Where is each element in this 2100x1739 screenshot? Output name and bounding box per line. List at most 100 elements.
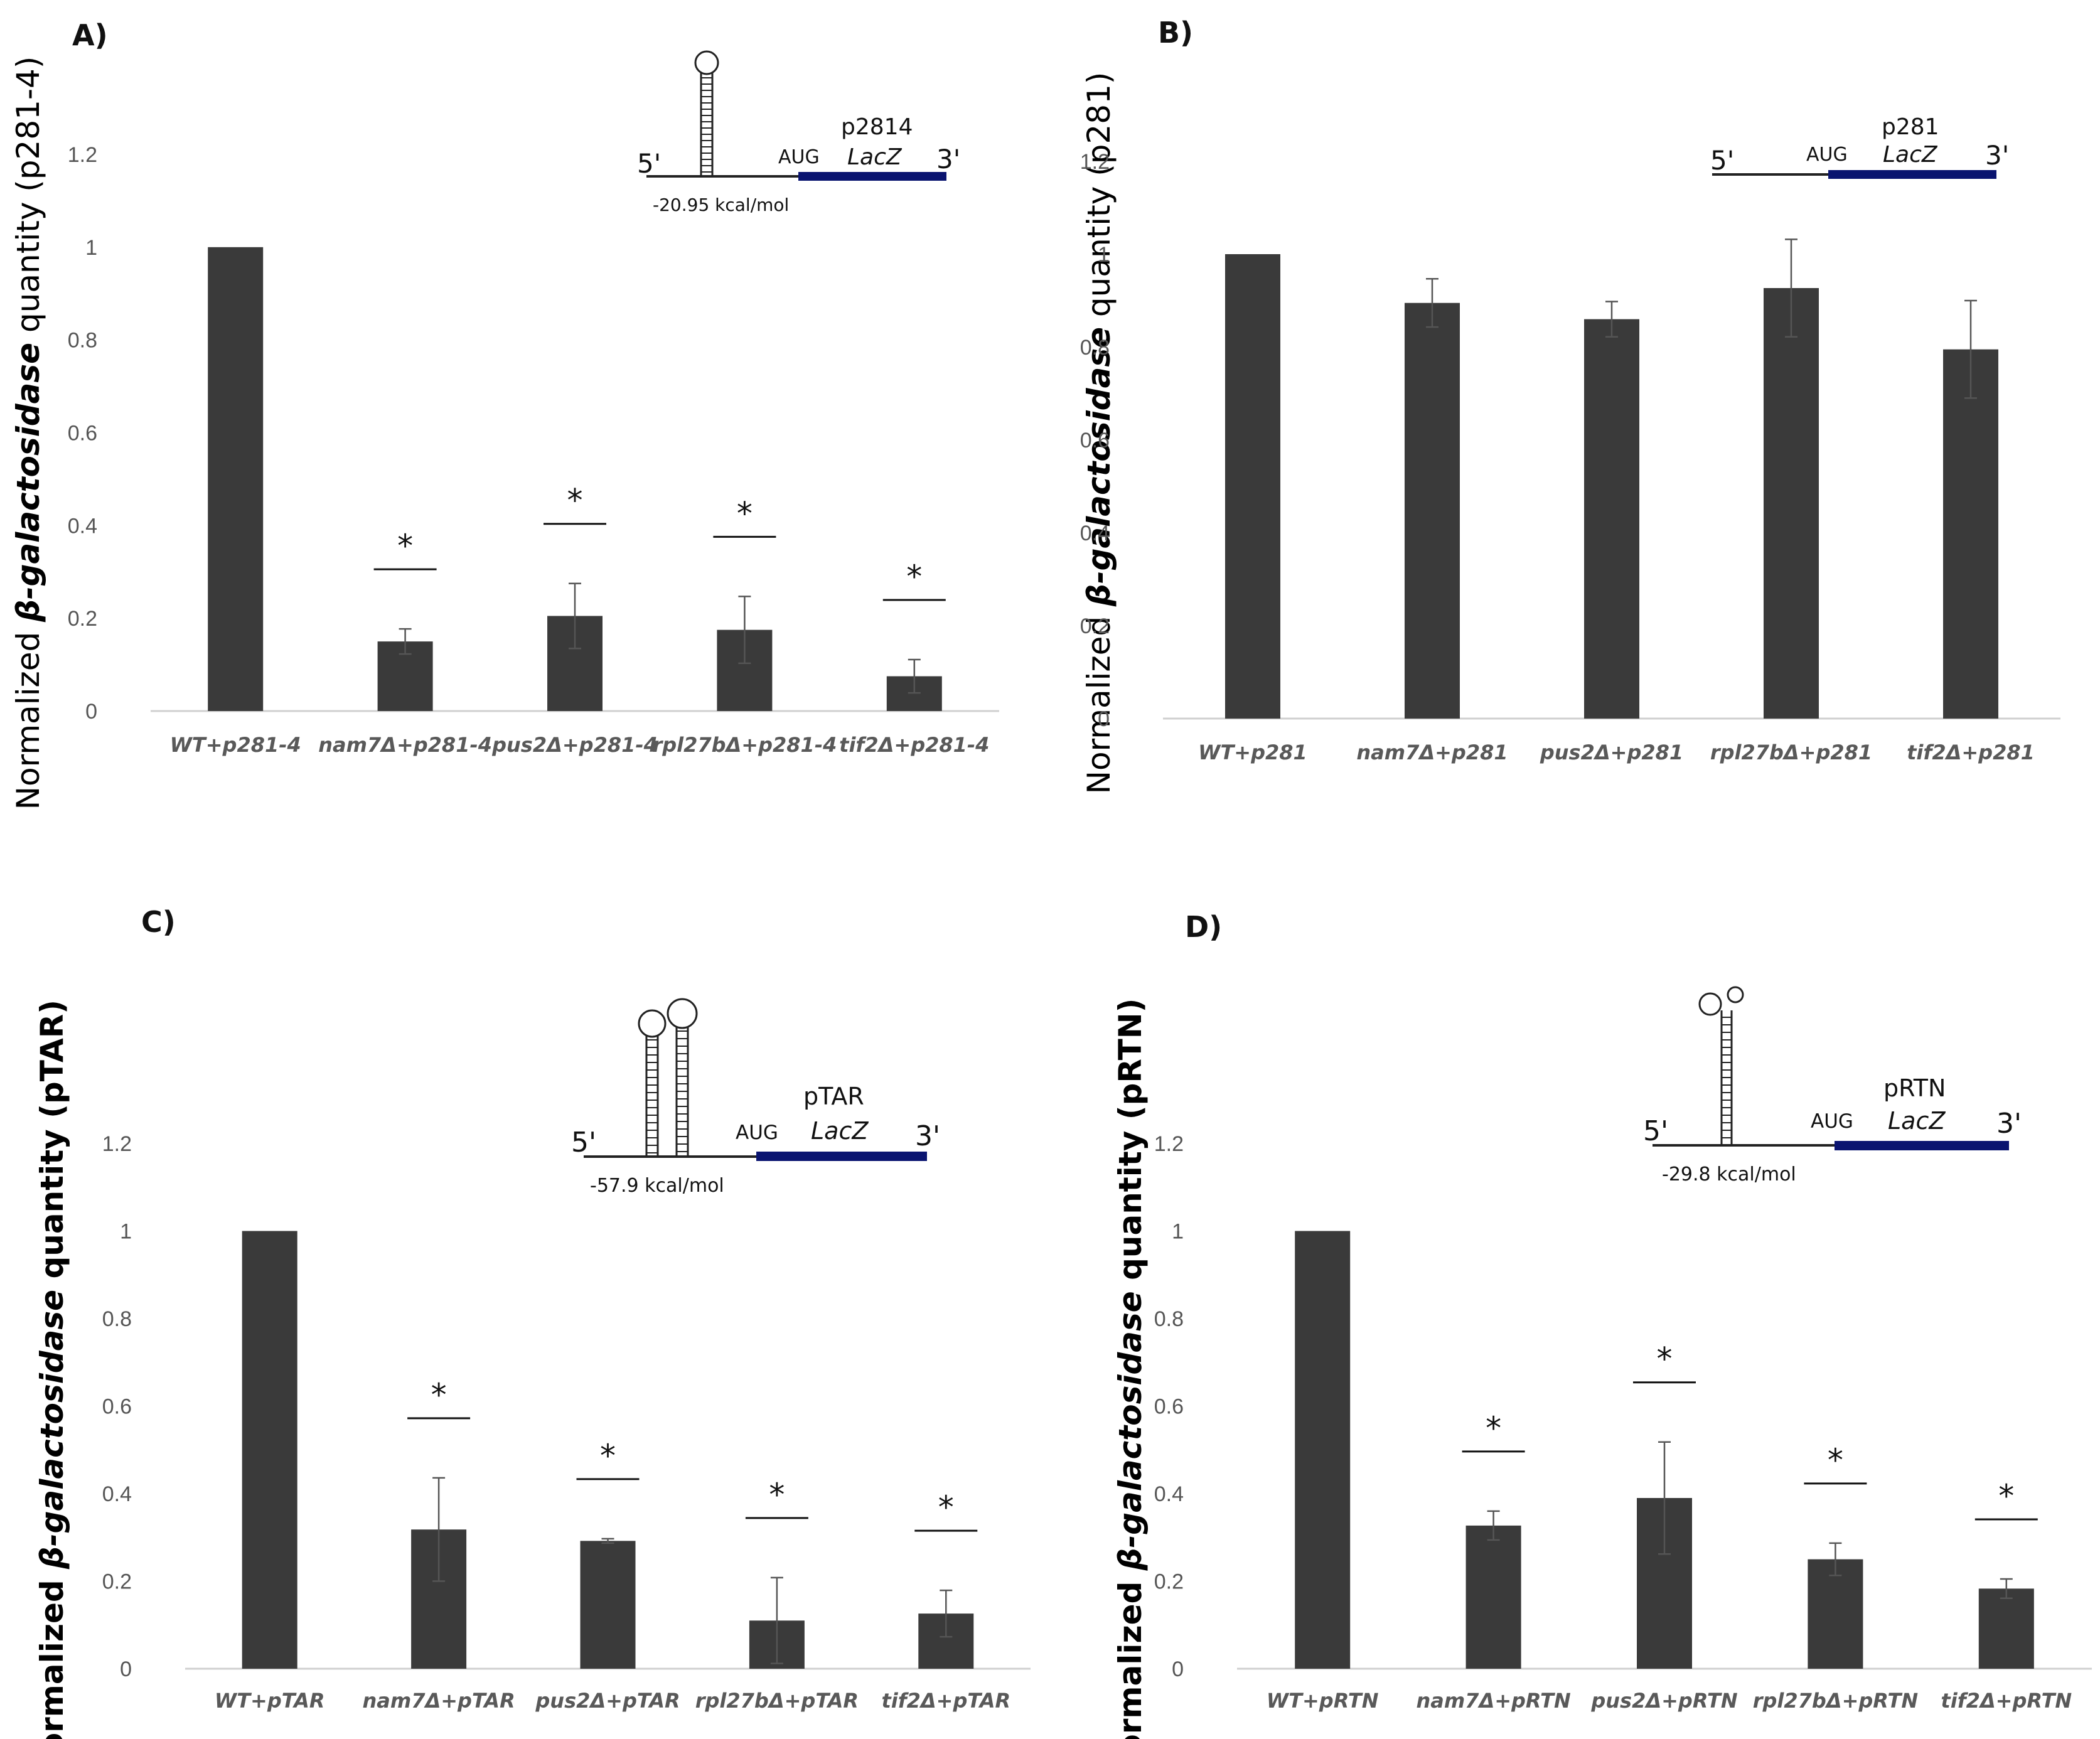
- y-tick-label: 0.8: [102, 1307, 132, 1331]
- category-labels: WT+p281 nam7Δ+p281 pus2Δ+p281 rpl27bΔ+p281 t…: [1198, 741, 2035, 764]
- lacz-bar: [756, 1152, 927, 1161]
- y-tick-label: 0.4: [102, 1482, 132, 1506]
- chart-panel-b: B) Normalized β-galactosidase quantity (…: [1050, 0, 2100, 869]
- bar: [1295, 1231, 1351, 1669]
- y-tick-label: 0.2: [68, 607, 97, 631]
- three-prime: 3': [1996, 1108, 2022, 1140]
- y-tick-label: 0.8: [1154, 1307, 1184, 1331]
- panel-label: D): [1185, 910, 1222, 944]
- bars: [1295, 1231, 2034, 1669]
- hairpin-loop: [694, 50, 719, 75]
- bars: [1225, 238, 1998, 719]
- category-label: rpl27bΔ+pRTN: [1753, 1689, 1919, 1713]
- y-tick-label: 0: [85, 700, 97, 724]
- panel-label: A): [72, 18, 108, 52]
- y-axis-title: Normalized β-galactosidase quantity (p28…: [10, 56, 46, 810]
- category-label: pus2Δ+pRTN: [1590, 1689, 1738, 1713]
- bar: [242, 1231, 297, 1669]
- category-label: tif2Δ+pRTN: [1941, 1689, 2072, 1713]
- category-label: nam7Δ+pTAR: [362, 1689, 515, 1713]
- y-tick-label: 0.6: [1154, 1395, 1184, 1419]
- y-tick-label: 0.8: [1080, 336, 1110, 360]
- category-label: nam7Δ+pRTN: [1416, 1689, 1571, 1713]
- y-tick-label: 0: [1098, 707, 1110, 731]
- construct-name: p2814: [841, 114, 913, 140]
- category-label: tif2Δ+p281-4: [839, 733, 989, 757]
- category-labels: WT+p281-4 nam7Δ+p281-4 pus2Δ+p281-4rpl27bΔ…: [170, 733, 990, 757]
- bar: [208, 247, 264, 711]
- construct-diagram: 5' AUG pTAR LacZ 3' -57.9 kcal/mol: [571, 998, 940, 1197]
- three-prime: 3': [936, 144, 960, 174]
- aug-label: AUG: [778, 146, 820, 168]
- significance-star: *: [1998, 1478, 2014, 1514]
- hairpin-stem: [700, 73, 714, 176]
- significance-marks: * * * *: [1462, 1341, 2038, 1521]
- five-prime: 5': [1643, 1115, 1668, 1147]
- category-label: WT+p281-4: [170, 733, 301, 757]
- panel-label: B): [1158, 16, 1193, 50]
- lacz-bar: [1828, 170, 1996, 179]
- bar: [1225, 254, 1280, 719]
- y-axis-title-group: Normalized β-galactosidase quantity (p28…: [1081, 72, 1117, 795]
- gene-label: LacZ: [811, 1117, 869, 1145]
- y-axis-title-group: Normalized β-galactosidase quantity (pRT…: [1112, 998, 1149, 1739]
- significance-marks: * * * *: [407, 1377, 978, 1532]
- free-energy: -57.9 kcal/mol: [590, 1175, 724, 1197]
- y-ticks: 0 0.2 0.4 0.6 0.8 1 1.2: [102, 1132, 1031, 1681]
- category-labels: WT+pTAR nam7Δ+pTAR pus2Δ+pTAR rpl27bΔ+pTAR t…: [215, 1689, 1010, 1713]
- aug-label: AUG: [1806, 144, 1848, 166]
- y-tick-label: 1: [1172, 1220, 1184, 1244]
- y-tick-label: 1.2: [68, 143, 97, 167]
- significance-star: *: [1657, 1341, 1673, 1378]
- category-label: WT+pTAR: [215, 1689, 325, 1713]
- category-label: rpl27bΔ+p281: [1710, 741, 1872, 764]
- y-tick-label: 0.4: [1154, 1482, 1184, 1506]
- significance-star: *: [906, 559, 922, 595]
- category-label: WT+pRTN: [1267, 1689, 1379, 1713]
- category-labels: WT+pRTN nam7Δ+pRTN pus2Δ+pRTN rpl27bΔ+pRTN t…: [1267, 1689, 2072, 1713]
- construct-name: p281: [1882, 114, 1939, 140]
- chart-panel-a: A) Normalized β-galactosidase quantity (…: [0, 0, 1050, 869]
- significance-star: *: [1486, 1410, 1501, 1447]
- significance-star: *: [938, 1489, 954, 1526]
- lacz-bar: [1835, 1141, 2009, 1150]
- y-ticks: 0 0.2 0.4 0.6 0.8 1 1.2: [68, 143, 999, 724]
- y-tick-label: 0.4: [68, 514, 97, 538]
- y-tick-label: 0.8: [68, 329, 97, 353]
- y-tick-label: 0.2: [1154, 1570, 1184, 1594]
- category-label: rpl27bΔ+p281-4: [652, 733, 837, 757]
- significance-marks: * * * *: [373, 483, 946, 601]
- y-tick-label: 0.2: [1080, 614, 1110, 638]
- y-tick-label: 1.2: [1154, 1132, 1184, 1156]
- y-axis-title: Normalized β-galactosidase quantity (pTA…: [34, 1000, 70, 1739]
- y-tick-label: 1.2: [1080, 150, 1110, 174]
- category-label: pus2Δ+pTAR: [535, 1689, 680, 1713]
- category-label: WT+p281: [1198, 741, 1307, 764]
- chart-d: D) Normalized β-galactosidase quantity (…: [1112, 910, 2092, 1739]
- three-prime: 3': [915, 1120, 940, 1152]
- significance-star: *: [431, 1377, 447, 1413]
- significance-star: *: [737, 495, 753, 532]
- five-prime: 5': [571, 1126, 596, 1158]
- chart-panel-d: D) Normalized β-galactosidase quantity (…: [1050, 869, 2100, 1739]
- free-energy: -29.8 kcal/mol: [1662, 1164, 1796, 1185]
- category-label: nam7Δ+p281-4: [318, 733, 492, 757]
- bar: [1943, 349, 1998, 719]
- hairpin-loop: [638, 1009, 667, 1038]
- significance-star: *: [769, 1477, 785, 1513]
- construct-diagram: 5' AUG p281 LacZ 3': [1710, 114, 2009, 179]
- y-tick-label: 0.4: [1080, 522, 1110, 545]
- hairpin-loop: [1727, 986, 1744, 1003]
- y-tick-label: 0.6: [102, 1395, 132, 1419]
- free-energy: -20.95 kcal/mol: [653, 195, 789, 215]
- y-tick-label: 0.6: [68, 422, 97, 446]
- chart-b: B) Normalized β-galactosidase quantity (…: [1080, 16, 2060, 795]
- y-axis-title: Normalized β-galactosidase quantity (p28…: [1081, 72, 1117, 795]
- construct-name: pTAR: [803, 1083, 864, 1110]
- bar: [1808, 1559, 1863, 1669]
- category-label: nam7Δ+p281: [1356, 741, 1508, 764]
- panel-label: C): [141, 905, 176, 939]
- chart-a: A) Normalized β-galactosidase quantity (…: [10, 18, 999, 810]
- bar: [580, 1541, 636, 1669]
- y-ticks: 0 0.2 0.4 0.6 0.8 1 1.2: [1154, 1132, 2092, 1681]
